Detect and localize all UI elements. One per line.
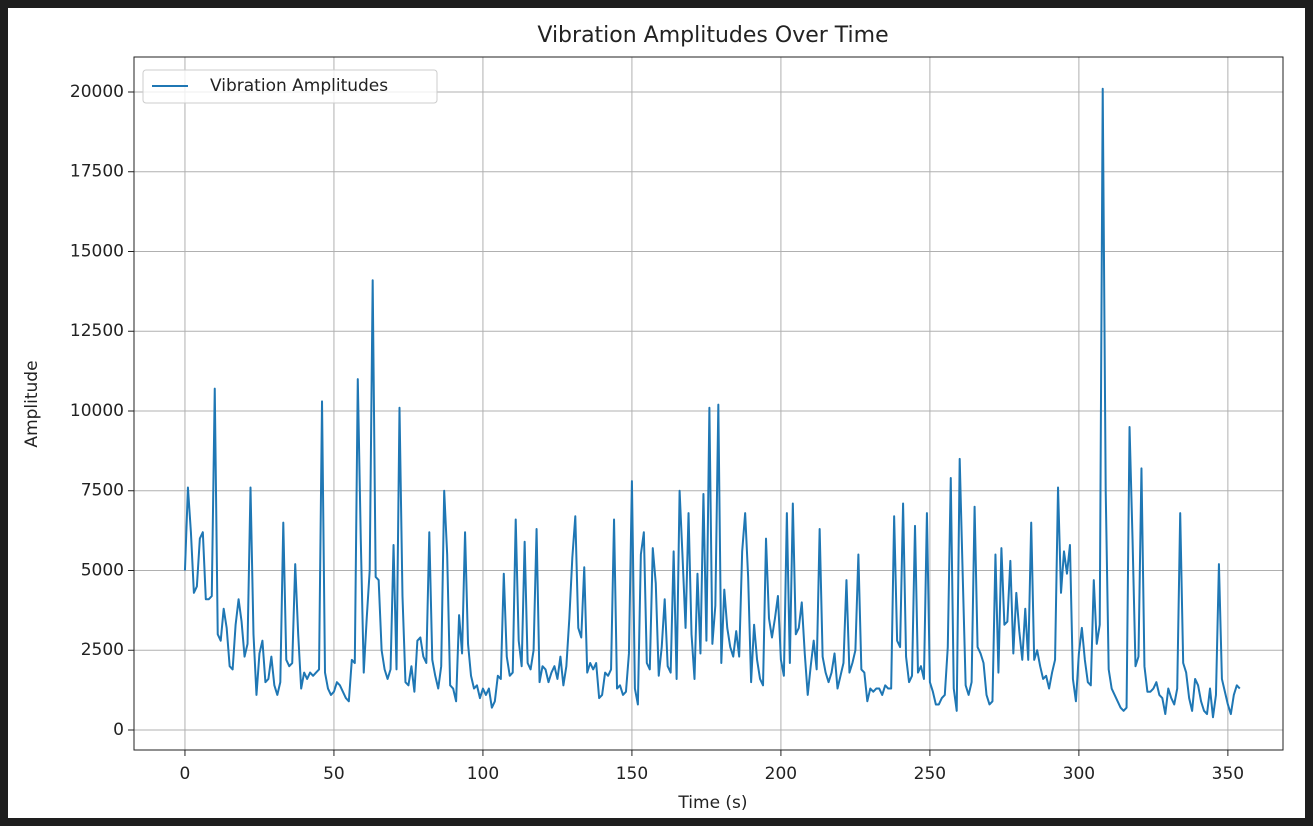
y-axis-label: Amplitude: [22, 360, 42, 447]
plot-frame: [133, 56, 1284, 751]
legend-label: Vibration Amplitudes: [210, 76, 388, 96]
x-tick-label: 150: [616, 764, 648, 784]
y-tick-label: 7500: [81, 481, 124, 501]
x-tick-label: 0: [180, 764, 191, 784]
x-axis-label: Time (s): [677, 793, 747, 813]
y-tick-label: 15000: [70, 241, 124, 261]
y-tick-label: 5000: [81, 560, 124, 580]
figure-background: [8, 8, 1305, 818]
x-tick-label: 50: [323, 764, 345, 784]
y-tick-label: 12500: [70, 321, 124, 341]
x-tick-label: 200: [765, 764, 797, 784]
y-tick-label: 0: [113, 720, 124, 740]
data-line: [183, 87, 1241, 719]
y-tick-label: 10000: [70, 401, 124, 421]
y-tick-label: 2500: [81, 640, 124, 660]
chart-title: Vibration Amplitudes Over Time: [537, 23, 888, 48]
y-tick-label: 20000: [70, 82, 124, 102]
x-tick-label: 250: [914, 764, 946, 784]
x-tick-label: 100: [467, 764, 499, 784]
x-tick-label: 350: [1212, 764, 1244, 784]
legend-box: [142, 69, 438, 104]
y-tick-label: 17500: [70, 162, 124, 182]
x-tick-label: 300: [1063, 764, 1095, 784]
